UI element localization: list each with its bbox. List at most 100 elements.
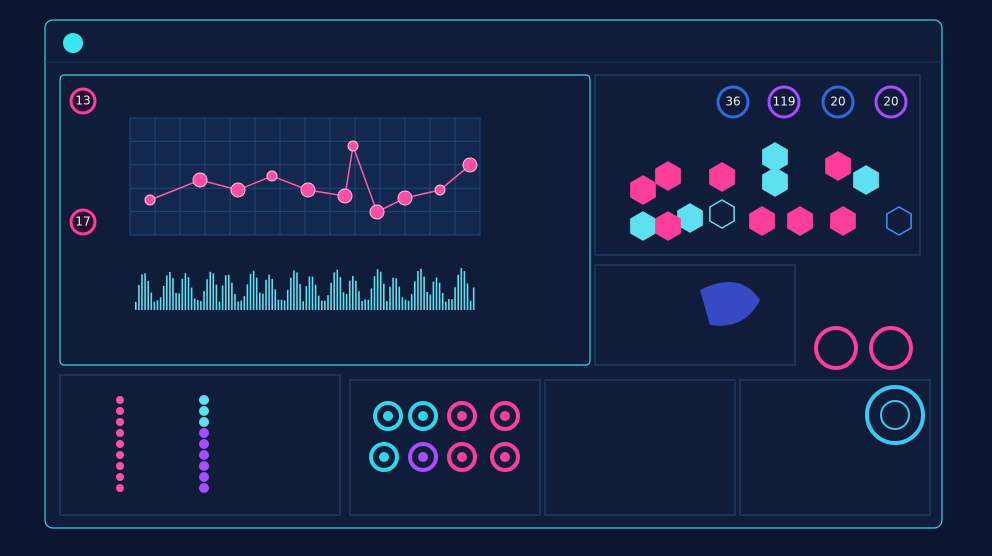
bar [317,295,320,310]
bar [376,269,379,310]
bar [324,300,326,310]
bar [417,271,419,310]
bar [221,285,224,310]
bar [367,299,370,310]
gauge [369,442,399,472]
bar [364,299,366,310]
list-dot [199,406,209,416]
bar [147,280,149,310]
bar [432,281,435,310]
bar [373,276,376,310]
bar [283,300,286,310]
bar [212,273,215,310]
bar [389,286,391,310]
bar [274,289,277,310]
bar [218,301,221,310]
bar [203,291,205,310]
bar [414,281,416,310]
gauge-core [500,411,510,421]
hexagon [630,175,656,205]
bar [252,270,255,310]
list-dot [199,483,209,493]
gauge [447,442,477,472]
bar [243,296,246,310]
bar [395,278,397,310]
hexagon [749,206,775,236]
status-ring [821,85,855,119]
bar [271,278,273,310]
status-ring [874,85,908,119]
bar [454,287,456,310]
bar [321,300,323,310]
node [192,172,208,188]
bar [314,284,317,310]
bar [345,294,348,310]
bar [472,287,475,310]
bar [469,300,472,310]
node [347,140,359,152]
list-panel [59,374,341,516]
status-ring [767,85,801,119]
list-dot [199,395,209,405]
bar [386,301,388,310]
gauge [408,401,438,431]
node [337,188,353,204]
list-dot [199,450,209,460]
list-dot [116,396,124,404]
list-dot [199,439,209,449]
bar [246,284,249,310]
bar [144,273,146,310]
list-dot [116,473,124,481]
bar [296,272,298,310]
list-dot [199,472,209,482]
bar [280,299,283,310]
hexagon [655,161,681,191]
bar [348,280,351,310]
hexagon [853,165,879,195]
node [144,194,156,206]
hexagon [655,211,681,241]
logo [63,33,83,53]
node [300,182,316,198]
bar [379,271,382,310]
bar [159,297,162,310]
node [462,157,478,173]
alert-ring [869,326,913,370]
bar [410,294,413,310]
bar [361,300,363,310]
list-dot [116,451,124,459]
bar [141,274,143,310]
bar [355,280,357,310]
bar [290,277,292,310]
badge-value: 13 [75,94,90,108]
status-ring [716,85,750,119]
bar [457,274,459,310]
gauge-core [500,452,510,462]
bar [448,299,450,310]
bar [169,271,171,310]
bar [181,278,184,310]
list-dot [116,418,124,426]
badge [69,87,97,115]
bar [392,277,394,310]
bar [423,276,425,310]
bar [383,283,385,310]
bar [234,294,236,310]
bar [268,274,270,310]
hexagon [677,203,703,233]
bar [352,276,354,310]
alert-ring [814,326,858,370]
badge-value: 17 [75,215,90,229]
bar [311,276,314,310]
stats-panel [739,379,931,516]
node [230,182,246,198]
bar [193,298,196,310]
gauge [490,401,520,431]
hexagon [886,206,912,236]
bar [187,277,190,310]
bar [336,269,339,310]
bar [166,275,168,310]
status-value: 20 [830,95,845,109]
gauge-core [383,411,393,421]
